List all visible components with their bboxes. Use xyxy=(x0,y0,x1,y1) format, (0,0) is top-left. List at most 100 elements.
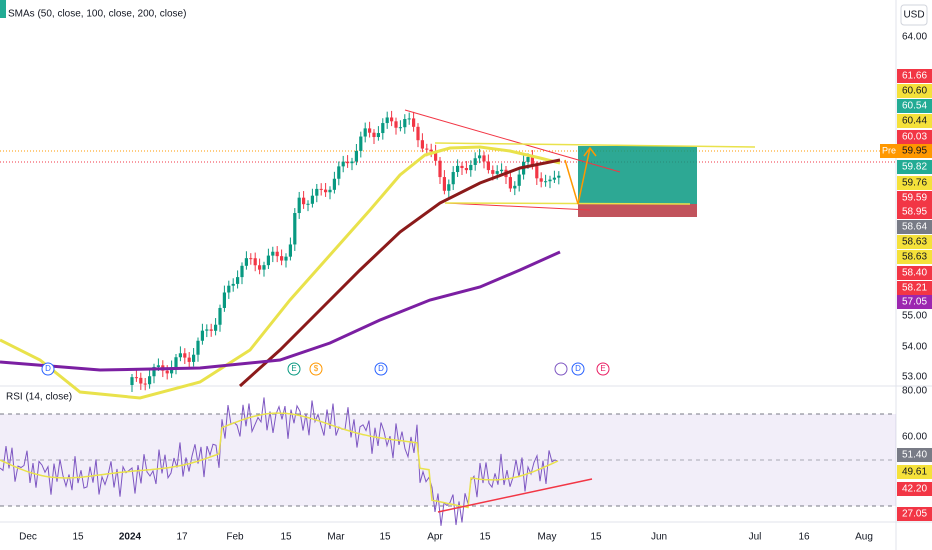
candle-body xyxy=(385,117,389,124)
time-tick: Aug xyxy=(855,532,873,543)
rsi-badge xyxy=(897,448,932,462)
candle-body xyxy=(412,118,416,127)
candle-body xyxy=(328,189,332,193)
candle-body xyxy=(535,166,539,179)
price-badge-label: 60.60 xyxy=(902,86,927,97)
candle-body xyxy=(200,330,204,341)
currency-button[interactable] xyxy=(900,4,928,26)
candle-body xyxy=(266,255,270,266)
price-badge xyxy=(897,160,932,174)
price-tick: 53.00 xyxy=(902,372,927,383)
candle-body xyxy=(438,160,442,178)
candle-body xyxy=(288,244,292,257)
time-tick: Jul xyxy=(749,532,762,543)
price-badge-label: 58.40 xyxy=(902,268,927,279)
candle-body xyxy=(240,265,244,278)
event-label[interactable]: E xyxy=(600,364,605,373)
candle-body xyxy=(557,175,561,178)
candle-body xyxy=(491,170,495,174)
event-label[interactable]: D xyxy=(575,364,581,373)
candle-body xyxy=(139,377,143,384)
event-label[interactable]: $ xyxy=(314,364,319,373)
price-badge xyxy=(897,266,932,280)
candle-body xyxy=(231,283,235,286)
event-label[interactable]: D xyxy=(378,364,384,373)
price-badge xyxy=(897,69,932,83)
candle-body xyxy=(165,370,169,374)
candle-body xyxy=(434,151,438,161)
event-icon[interactable] xyxy=(287,362,301,376)
candle-body xyxy=(486,161,490,171)
event-icon[interactable] xyxy=(41,362,55,376)
candle-body xyxy=(209,329,213,331)
time-tick: Feb xyxy=(226,532,244,543)
candle-body xyxy=(306,203,310,205)
price-badge xyxy=(897,176,932,190)
candle-body xyxy=(148,376,152,385)
candle-body xyxy=(284,256,288,261)
price-badge xyxy=(897,84,932,98)
candle-body xyxy=(170,367,174,374)
price-badge xyxy=(897,144,932,158)
candle-body xyxy=(310,195,314,204)
time-tick: Dec xyxy=(19,532,37,543)
currency[interactable]: USD xyxy=(903,10,924,21)
candle-body xyxy=(513,185,517,189)
split-icon[interactable] xyxy=(554,362,568,376)
sma-200 xyxy=(0,250,561,372)
candle-body xyxy=(398,127,402,129)
candle-body xyxy=(293,213,297,245)
price-badge-label: 59.59 xyxy=(902,193,927,204)
target-zone[interactable] xyxy=(578,146,697,204)
rsi-trend xyxy=(437,478,593,513)
pre-label: Pre xyxy=(882,145,896,155)
event-icon[interactable] xyxy=(309,362,323,376)
price-badge-label: 57.05 xyxy=(902,297,927,308)
rsi-badge xyxy=(897,465,932,479)
candle-body xyxy=(478,155,482,159)
candle-body xyxy=(447,184,451,191)
price-badge-label: 59.82 xyxy=(902,162,927,173)
candle-body xyxy=(249,258,253,260)
candle-body xyxy=(363,128,367,137)
candle-body xyxy=(262,265,266,270)
price-badge-label: 60.54 xyxy=(902,101,927,112)
rsi-badge-label: 51.40 xyxy=(902,450,927,461)
candle-body xyxy=(390,117,394,122)
sma-label: SMAs (50, close, 100, close, 200, close) xyxy=(8,9,186,20)
price-badge xyxy=(897,281,932,295)
event-icon[interactable] xyxy=(374,362,388,376)
price-badge xyxy=(897,99,932,113)
candle-body xyxy=(244,258,248,266)
candle-body xyxy=(530,157,534,167)
candle-body xyxy=(134,377,138,379)
candle-body xyxy=(552,177,556,180)
price-badge-label: 59.95 xyxy=(902,146,927,157)
price-tick: 54.00 xyxy=(902,342,927,353)
rsi-badge-label: 42.20 xyxy=(902,484,927,495)
price-badge xyxy=(897,114,932,128)
candle-body xyxy=(183,353,187,358)
candle-body xyxy=(130,377,134,385)
event-icon[interactable] xyxy=(571,362,585,376)
event-icon[interactable] xyxy=(596,362,610,376)
time-tick: 16 xyxy=(798,532,810,543)
candle-body xyxy=(359,136,363,151)
candle-body xyxy=(482,155,486,162)
candle-body xyxy=(297,197,301,214)
time-tick: Mar xyxy=(327,532,345,543)
candle-body xyxy=(544,181,548,183)
price-badge-label: 60.44 xyxy=(902,116,927,127)
price-badge-label: 58.63 xyxy=(902,237,927,248)
candle-body xyxy=(187,357,191,362)
sma-100 xyxy=(238,158,561,388)
candle-body xyxy=(416,126,420,141)
stop-zone[interactable] xyxy=(578,204,697,217)
time-tick: 17 xyxy=(176,532,188,543)
event-label[interactable]: D xyxy=(45,364,51,373)
rsi-badge xyxy=(897,507,932,521)
event-label[interactable]: E xyxy=(291,364,296,373)
sma-50 xyxy=(0,145,561,400)
